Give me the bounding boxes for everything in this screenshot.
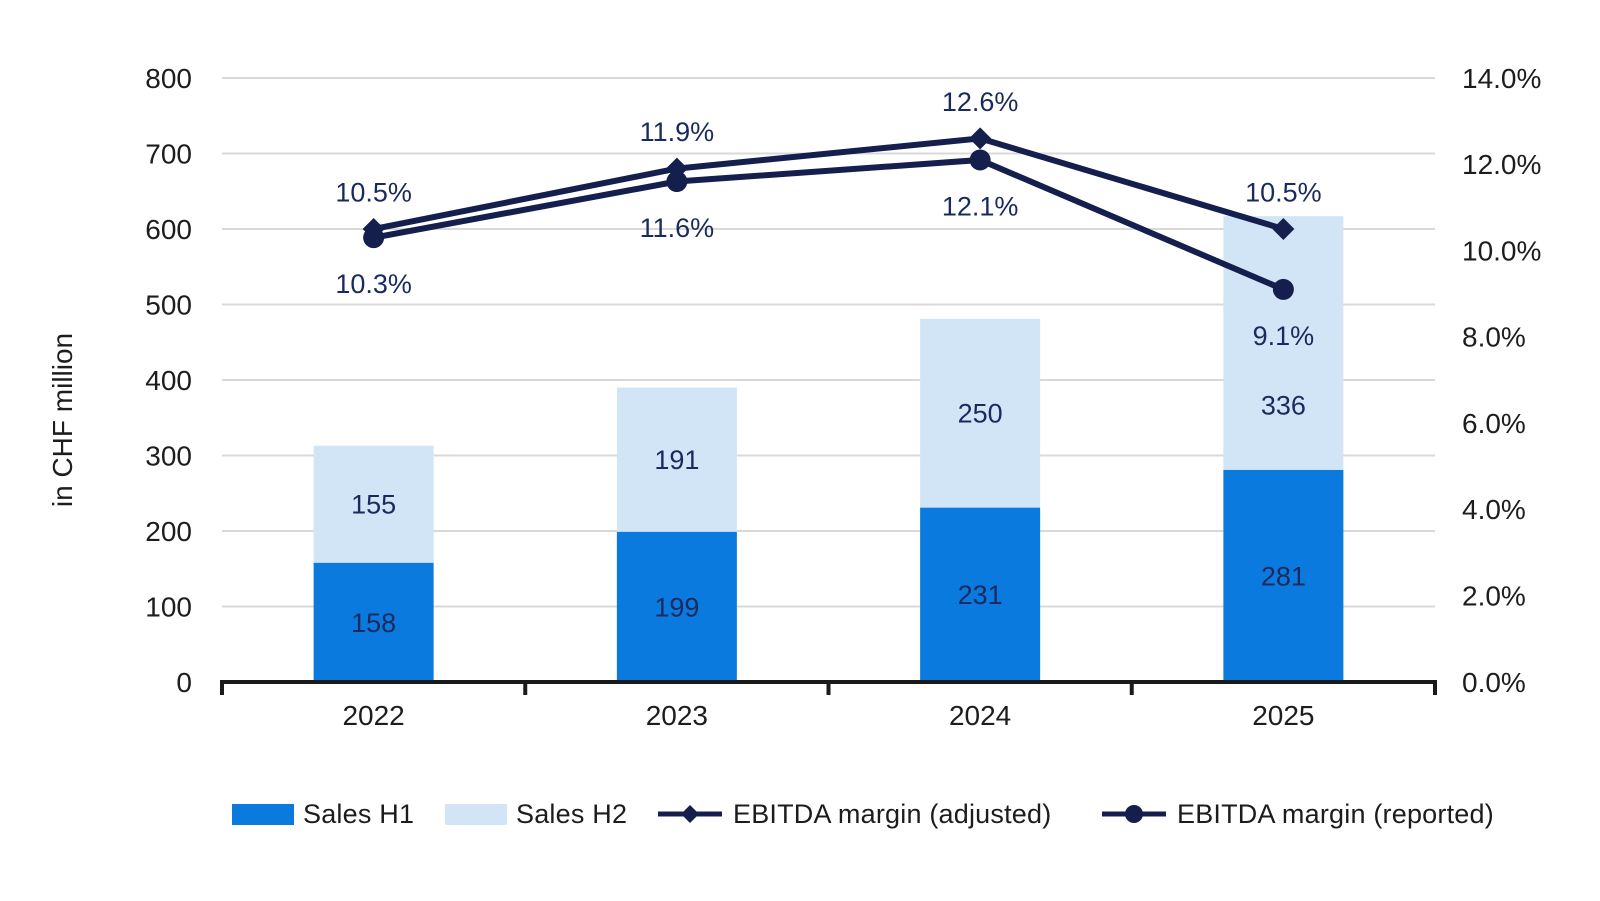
bar-value-label-h2: 191 <box>654 445 699 475</box>
x-axis-category-label: 2024 <box>949 700 1011 731</box>
point-label-adjusted: 11.9% <box>640 117 715 147</box>
right-axis-tick-label: 14.0% <box>1462 63 1541 94</box>
sales-h1-swatch-icon <box>232 803 294 825</box>
marker-circle <box>1272 278 1294 300</box>
y-axis-title: in CHF million <box>47 333 78 507</box>
point-label-adjusted: 10.5% <box>1245 177 1322 207</box>
left-axis-tick-label: 0 <box>176 667 192 698</box>
point-label-reported: 12.1% <box>942 191 1019 221</box>
right-axis-tick-label: 8.0% <box>1462 322 1526 353</box>
marker-diamond <box>1272 218 1295 240</box>
x-axis-category-label: 2022 <box>342 700 404 731</box>
x-axis-category-label: 2025 <box>1252 700 1314 731</box>
right-axis-tick-label: 2.0% <box>1462 581 1526 612</box>
point-label-reported: 11.6% <box>640 213 715 243</box>
legend-label-sales-h1: Sales H1 <box>303 798 415 829</box>
right-axis-tick-label: 12.0% <box>1462 149 1541 180</box>
legend-label-sales-h2: Sales H2 <box>516 798 628 829</box>
legend-item-ebitda-reported[interactable]: EBITDA margin (reported) <box>1100 797 1494 831</box>
bar-segment-sales-h1 <box>920 507 1041 682</box>
point-label-adjusted: 12.6% <box>942 87 1019 117</box>
sales-h2-swatch-icon <box>445 803 507 825</box>
bar-segment-sales-h2 <box>1223 216 1344 470</box>
marker-circle <box>969 149 991 171</box>
diamond-line-icon <box>658 805 722 823</box>
line-ebitda-adjusted <box>373 135 1285 232</box>
right-axis-tick-label: 4.0% <box>1462 494 1526 525</box>
bar-segment-sales-h1 <box>616 531 737 682</box>
bar-value-label-h2: 336 <box>1261 390 1306 420</box>
right-axis-tick-label: 0.0% <box>1462 667 1526 698</box>
marker-diamond <box>969 127 992 150</box>
left-axis-tick-label: 300 <box>145 440 192 471</box>
marker-circle <box>363 227 385 249</box>
left-axis-tick-label: 200 <box>145 516 192 547</box>
bar-segment-sales-h1 <box>1223 469 1344 682</box>
bar-segment-sales-h2 <box>920 318 1041 508</box>
right-axis-tick-label: 10.0% <box>1462 235 1541 266</box>
bar-value-label-h2: 155 <box>351 490 396 520</box>
left-axis-tick-label: 100 <box>145 591 192 622</box>
point-label-reported: 10.3% <box>335 269 412 299</box>
left-axis-tick-label: 600 <box>145 214 192 245</box>
bar-value-label-h1: 199 <box>654 592 699 622</box>
legend-item-sales-h2[interactable]: Sales H2 <box>445 797 627 831</box>
legend-label-ebitda-adjusted: EBITDA margin (adjusted) <box>733 798 1052 829</box>
left-axis-tick-label: 700 <box>145 138 192 169</box>
bar-value-label-h2: 250 <box>958 399 1003 429</box>
left-axis-tick-label: 800 <box>145 63 192 94</box>
legend-item-sales-h1[interactable]: Sales H1 <box>232 797 414 831</box>
point-label-adjusted: 10.5% <box>335 177 412 207</box>
bar-value-label-h1: 281 <box>1261 561 1306 591</box>
marker-circle <box>666 171 688 193</box>
circle-line-icon <box>1102 805 1166 823</box>
bar-value-label-h1: 158 <box>351 608 396 638</box>
chart-legend: Sales H1 Sales H2 EBITDA margin (adjuste… <box>0 797 1600 831</box>
line-ebitda-reported <box>373 156 1285 293</box>
left-axis-tick-label: 500 <box>145 289 192 320</box>
bar-segment-sales-h2 <box>313 445 434 563</box>
x-axis-category-label: 2023 <box>646 700 708 731</box>
left-axis-tick-label: 400 <box>145 365 192 396</box>
legend-item-ebitda-adjusted[interactable]: EBITDA margin (adjusted) <box>656 797 1051 831</box>
bar-segment-sales-h2 <box>616 387 737 532</box>
bar-segment-sales-h1 <box>313 562 434 682</box>
bar-value-label-h1: 231 <box>958 580 1003 610</box>
right-axis-tick-label: 6.0% <box>1462 408 1526 439</box>
combo-chart: 0 100 200 300 400 500 600 700 800 0.0% 2.0% 4.0% 6.0… <box>47 63 1541 731</box>
point-label-reported: 9.1% <box>1253 321 1315 351</box>
legend-label-ebitda-reported: EBITDA margin (reported) <box>1177 798 1494 829</box>
